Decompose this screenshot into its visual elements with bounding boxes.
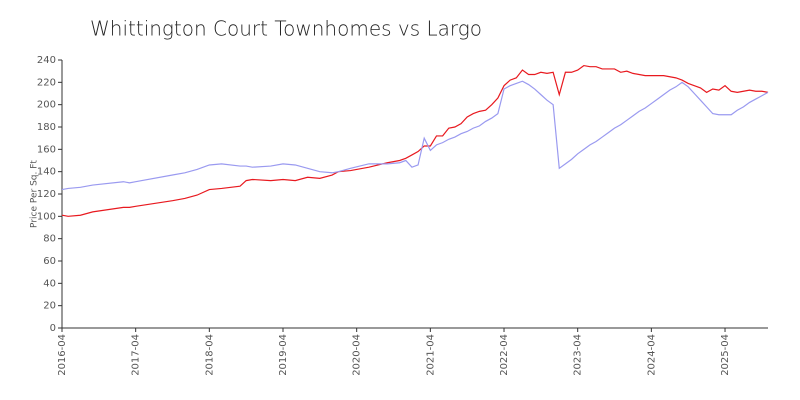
y-tick-label: 100	[37, 211, 56, 222]
series-line	[61, 80, 769, 191]
y-tick-label: 60	[43, 256, 56, 267]
y-tick-label: 180	[37, 122, 56, 133]
y-axis-label: Price Per Sq. Ft	[30, 160, 40, 228]
x-tick-label: 2022-04	[499, 334, 510, 376]
series-line	[61, 64, 769, 217]
y-tick-label: 220	[37, 77, 56, 88]
y-tick-label: 160	[37, 144, 56, 155]
y-tick-label: 120	[37, 189, 56, 200]
y-tick-label: 240	[37, 55, 56, 66]
y-tick-label: 80	[43, 234, 56, 245]
x-tick-label: 2020-04	[352, 334, 363, 376]
x-tick-label: 2018-04	[204, 334, 215, 376]
x-tick-label: 2017-04	[131, 334, 142, 376]
x-tick-label: 2024-04	[646, 334, 657, 376]
y-tick-label: 200	[37, 100, 56, 111]
x-tick-label: 2019-04	[278, 334, 289, 376]
y-tick-label: 20	[43, 301, 56, 312]
chart-title: Whittington Court Townhomes vs Largo	[90, 17, 482, 41]
x-tick-label: 2016-04	[57, 334, 68, 376]
x-tick-label: 2021-04	[425, 334, 436, 376]
y-tick-label: 0	[50, 323, 56, 334]
y-tick-label: 140	[37, 167, 56, 178]
x-tick-label: 2023-04	[573, 334, 584, 376]
x-tick-label: 2025-04	[720, 334, 731, 376]
y-tick-label: 40	[43, 278, 56, 289]
